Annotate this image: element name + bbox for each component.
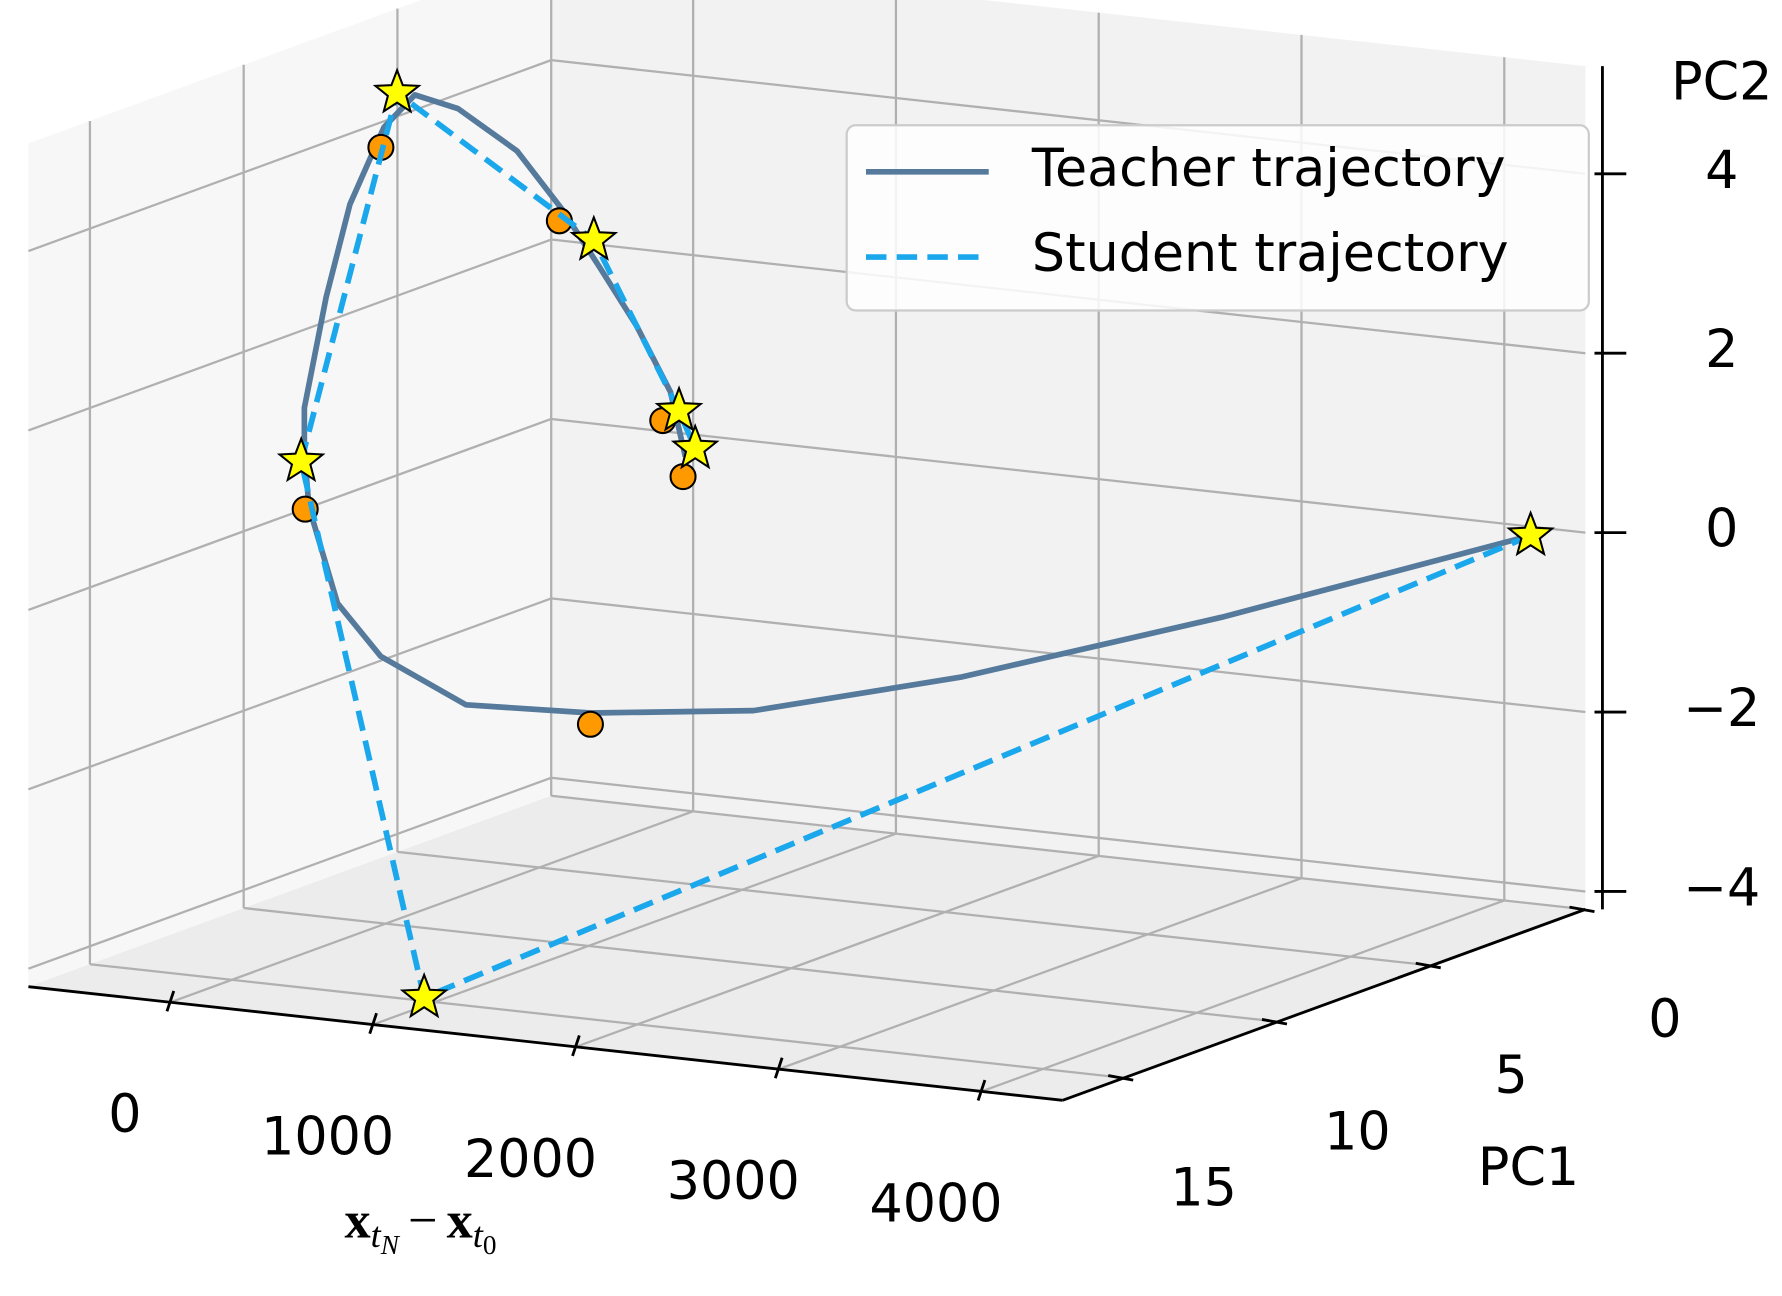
grid-line bbox=[243, 906, 1278, 1023]
y-tick bbox=[1107, 1074, 1134, 1082]
z-tick-label: 0 bbox=[1705, 499, 1738, 560]
side-pane bbox=[28, 0, 552, 987]
grid-line bbox=[551, 417, 1586, 534]
star-marker bbox=[399, 971, 449, 1019]
star-marker bbox=[654, 385, 704, 432]
x-tick bbox=[368, 1012, 378, 1035]
x-axis-label-part: 0 bbox=[483, 1230, 497, 1260]
grid-line bbox=[397, 850, 1432, 967]
x-axis-label-part: x bbox=[344, 1191, 370, 1249]
z-tick-label: 4 bbox=[1705, 140, 1738, 201]
y-tick-label: 5 bbox=[1495, 1045, 1528, 1106]
x-tick-label: 4000 bbox=[870, 1173, 1003, 1234]
grid-line bbox=[778, 877, 1302, 1071]
circle-marker bbox=[576, 710, 604, 738]
x-axis-label: xtN − xt0 bbox=[344, 1191, 496, 1260]
x-tick-label: 1000 bbox=[261, 1106, 394, 1167]
x-axis-label-part: t bbox=[473, 1215, 484, 1255]
y-tick bbox=[1261, 1018, 1288, 1026]
y-tick-label: 10 bbox=[1324, 1101, 1391, 1162]
grid-line bbox=[28, 417, 552, 611]
z-tick-label: 2 bbox=[1705, 319, 1738, 380]
grid-line bbox=[28, 238, 552, 432]
grid-line bbox=[981, 899, 1505, 1093]
legend: Teacher trajectory Student trajectory bbox=[845, 124, 1590, 312]
axes: 0 1000 2000 3000 4000 0 5 10 15 −4 −2 0 2 4 bbox=[28, 66, 1760, 1234]
grid-line bbox=[28, 597, 552, 791]
y-tick bbox=[1415, 961, 1441, 970]
grid-line bbox=[89, 963, 1125, 1079]
z-tick-label: −4 bbox=[1683, 857, 1760, 918]
floor-pane bbox=[28, 795, 1586, 1101]
y-axis-label: PC1 bbox=[1478, 1137, 1579, 1198]
x-axis-label-part: − bbox=[408, 1191, 437, 1249]
star-marker bbox=[569, 214, 619, 261]
marks bbox=[276, 67, 1555, 1019]
x-axis bbox=[28, 985, 1063, 1102]
grid bbox=[28, 0, 1586, 1093]
grid-line bbox=[28, 776, 552, 970]
star-marker bbox=[670, 423, 720, 470]
x-tick-label: 0 bbox=[108, 1084, 141, 1145]
x-tick-label: 3000 bbox=[667, 1151, 800, 1212]
y-tick-label: 15 bbox=[1170, 1158, 1237, 1219]
star-marker bbox=[1506, 510, 1555, 557]
grid-line bbox=[169, 810, 694, 1004]
y-tick-label: 0 bbox=[1648, 989, 1681, 1050]
legend-label: Teacher trajectory bbox=[1031, 138, 1506, 199]
y-axis bbox=[1062, 908, 1586, 1102]
grid-line bbox=[372, 832, 897, 1026]
x-axis-label-part: x bbox=[447, 1191, 473, 1249]
grid-line bbox=[551, 776, 1586, 893]
z-axis-label: PC2 bbox=[1671, 51, 1772, 112]
x-tick-label: 2000 bbox=[464, 1129, 597, 1190]
x-tick bbox=[773, 1057, 784, 1079]
z-tick-label: −2 bbox=[1683, 678, 1760, 739]
grid-line bbox=[551, 794, 1586, 911]
x-axis-label-part: N bbox=[380, 1230, 401, 1260]
y-tick bbox=[1569, 905, 1595, 914]
x-tick bbox=[571, 1035, 581, 1057]
legend-box bbox=[845, 124, 1590, 312]
circle-marker bbox=[669, 463, 697, 491]
x-axis-label-part: t bbox=[371, 1215, 382, 1255]
x-tick bbox=[976, 1079, 987, 1101]
x-tick bbox=[165, 990, 176, 1012]
star-marker bbox=[372, 67, 422, 114]
legend-label: Student trajectory bbox=[1032, 223, 1509, 284]
grid-line bbox=[28, 59, 552, 253]
star-marker bbox=[276, 435, 326, 483]
grid-line bbox=[575, 854, 1100, 1048]
